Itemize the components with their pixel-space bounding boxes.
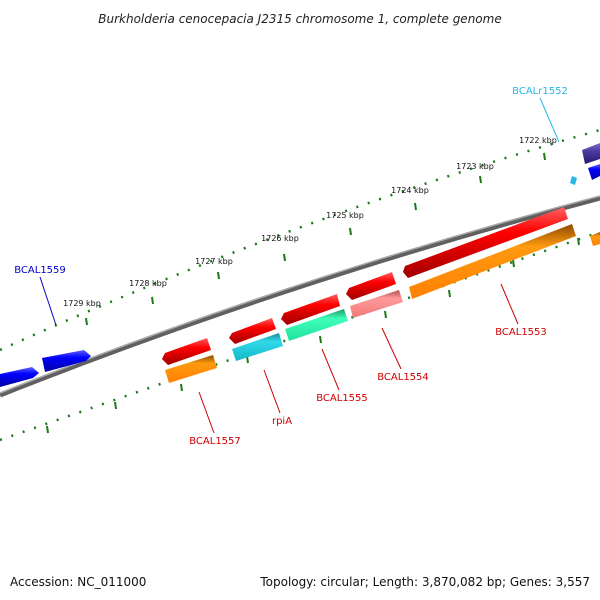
- map-title: Burkholderia cenocepacia J2315 chromosom…: [98, 12, 501, 26]
- tick-label-1726: 1726 kbp: [261, 234, 299, 243]
- feature-bcal1554-gene[interactable]: [350, 290, 403, 318]
- feature-blue-forward-left[interactable]: [0, 367, 39, 387]
- gene-label-bcal1554[interactable]: BCAL1554: [377, 372, 429, 383]
- feature-bcal1555-gene[interactable]: [285, 309, 348, 341]
- chromosome-backbone-highlight: [0, 195, 600, 394]
- tick-label-1729: 1729 kbp: [63, 299, 101, 308]
- tick-label-1722: 1722 kbp: [519, 136, 557, 145]
- leader-bcal1557: [198, 391, 215, 434]
- feature-bcal1553-cds[interactable]: [403, 207, 568, 278]
- genome-summary-text: Topology: circular; Length: 3,870,082 bp…: [259, 575, 590, 589]
- tick-label-1727: 1727 kbp: [195, 257, 233, 266]
- leader-bcalr1552: [539, 97, 560, 143]
- leader-bcal1553: [500, 283, 519, 325]
- leader-rpia: [263, 369, 281, 414]
- feature-purple-forward[interactable]: [582, 143, 600, 164]
- tick-label-1724: 1724 kbp: [391, 186, 429, 195]
- leader-bcal1555: [321, 348, 340, 391]
- gene-label-bcal1555[interactable]: BCAL1555: [316, 393, 368, 404]
- gene-label-bcal1559[interactable]: BCAL1559: [14, 265, 66, 276]
- feature-bcal1554-cds[interactable]: [346, 272, 396, 300]
- feature-bcal1559[interactable]: [42, 350, 91, 372]
- feature-bcal1553-gene[interactable]: [409, 224, 576, 299]
- gene-label-bcalr1552[interactable]: BCALr1552: [512, 86, 568, 97]
- feature-rpia-gene[interactable]: [232, 333, 283, 361]
- leader-bcal1554: [381, 327, 402, 370]
- outer-tick-ring: [0, 128, 600, 352]
- feature-rpia-cds[interactable]: [229, 318, 276, 344]
- feature-bcal1557-cds[interactable]: [162, 338, 211, 365]
- chromosome-backbone: [0, 195, 600, 398]
- feature-blue-forward-edge[interactable]: [588, 164, 600, 180]
- feature-bcal1557-gene[interactable]: [165, 355, 217, 383]
- gene-label-bcal1553[interactable]: BCAL1553: [495, 327, 547, 338]
- gene-label-rpia[interactable]: rpiA: [272, 416, 292, 427]
- outer-major-ticks: [85, 152, 546, 326]
- feature-bcal1555-cds[interactable]: [281, 294, 340, 325]
- feature-orange-edge[interactable]: [590, 232, 600, 246]
- leader-bcal1559: [39, 276, 57, 326]
- feature-bcalr1552[interactable]: [570, 176, 577, 185]
- accession-text: Accession: NC_011000: [10, 575, 146, 589]
- tick-label-1725: 1725 kbp: [326, 211, 364, 220]
- tick-label-1723: 1723 kbp: [456, 162, 494, 171]
- gene-label-bcal1557[interactable]: BCAL1557: [189, 436, 241, 447]
- tick-label-1728: 1728 kbp: [129, 279, 167, 288]
